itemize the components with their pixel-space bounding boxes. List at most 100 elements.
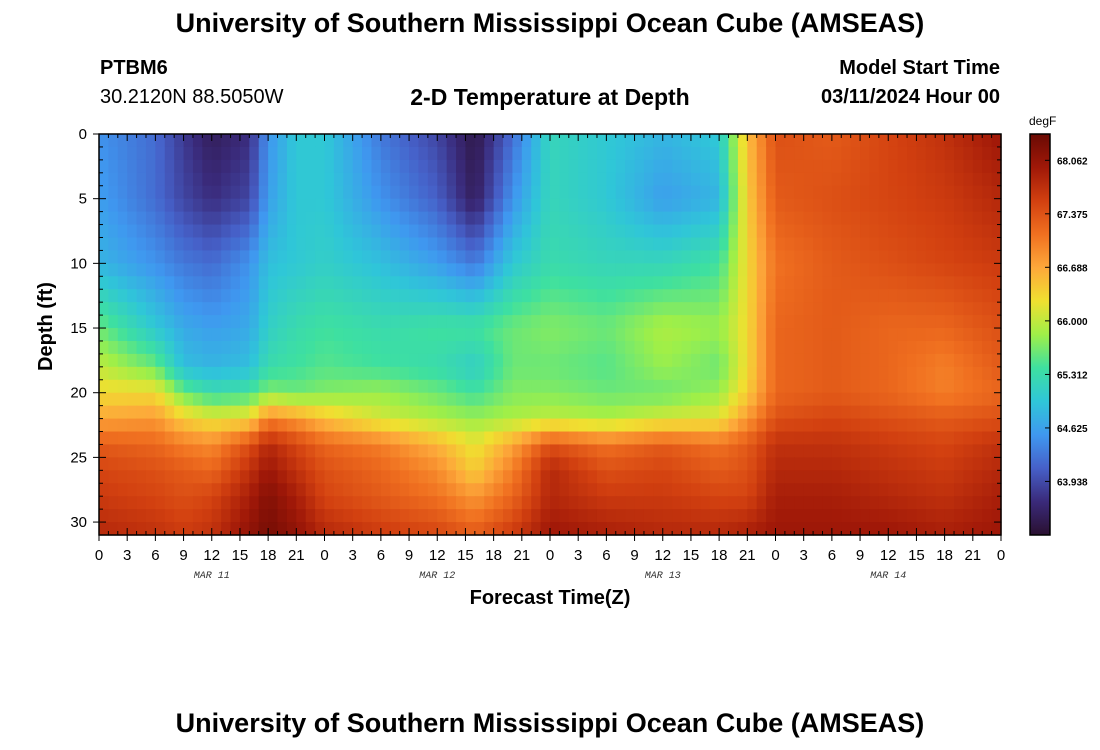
heatmap-cell: [775, 302, 786, 316]
heatmap-cell: [803, 444, 814, 458]
heatmap-cell: [484, 470, 495, 484]
x-tick-label: 18: [711, 547, 728, 564]
heatmap-cell: [991, 302, 1002, 316]
heatmap-cell: [850, 159, 861, 174]
heatmap-cell: [991, 237, 1002, 252]
heatmap-cell: [963, 237, 974, 252]
heatmap-cell: [690, 315, 701, 329]
heatmap-cell: [371, 379, 382, 394]
heatmap-cell: [371, 211, 382, 226]
heatmap-cell: [700, 276, 711, 290]
heatmap-cell: [559, 250, 570, 264]
heatmap-cell: [709, 134, 720, 148]
heatmap-cell: [766, 146, 777, 161]
heatmap-cell: [136, 263, 147, 277]
x-tick-label: 3: [800, 547, 808, 564]
heatmap-cell: [784, 237, 795, 252]
heatmap-cell: [456, 405, 467, 420]
heatmap-cell: [343, 328, 354, 342]
heatmap-cell: [333, 418, 344, 433]
heatmap-cell: [474, 302, 485, 316]
heatmap-cell: [465, 457, 476, 471]
heatmap-cell: [803, 315, 814, 329]
heatmap-cell: [531, 522, 542, 536]
heatmap-cell: [860, 522, 871, 536]
heatmap-cell: [211, 211, 222, 226]
heatmap-cell: [907, 159, 918, 174]
heatmap-cell: [587, 250, 598, 264]
heatmap-cell: [737, 340, 748, 355]
heatmap-cell: [333, 315, 344, 329]
heatmap-cell: [521, 405, 532, 420]
heatmap-cell: [258, 172, 269, 187]
heatmap-cell: [653, 444, 664, 458]
heatmap-cell: [437, 289, 448, 303]
heatmap-cell: [362, 276, 373, 290]
heatmap-cell: [286, 237, 297, 252]
heatmap-cell: [625, 366, 636, 381]
heatmap-cell: [634, 353, 645, 368]
heatmap-cell: [944, 263, 955, 277]
heatmap-cell: [878, 315, 889, 329]
heatmap-cell: [258, 263, 269, 277]
heatmap-cell: [493, 185, 504, 200]
heatmap-cell: [296, 185, 307, 200]
heatmap-cell: [268, 237, 279, 252]
heatmap-cell: [831, 159, 842, 174]
heatmap-cell: [991, 392, 1002, 407]
heatmap-cell: [944, 496, 955, 510]
heatmap-cell: [672, 392, 683, 407]
heatmap-cell: [352, 340, 363, 355]
heatmap-cell: [784, 211, 795, 226]
heatmap-cell: [352, 522, 363, 536]
heatmap-cell: [653, 340, 664, 355]
heatmap-cell: [662, 134, 673, 148]
heatmap-cell: [503, 250, 514, 264]
heatmap-cell: [916, 522, 927, 536]
heatmap-cell: [352, 470, 363, 484]
heatmap-cell: [99, 405, 109, 420]
heatmap-cell: [456, 328, 467, 342]
heatmap-cell: [737, 470, 748, 484]
heatmap-cell: [737, 457, 748, 471]
heatmap-cell: [719, 302, 730, 316]
heatmap-cell: [277, 509, 288, 523]
heatmap-cell: [690, 522, 701, 536]
heatmap-cell: [596, 315, 607, 329]
heatmap-cell: [437, 328, 448, 342]
heatmap-cell: [258, 340, 269, 355]
heatmap-cell: [324, 509, 335, 523]
heatmap-cell: [249, 224, 260, 239]
heatmap-cell: [456, 483, 467, 497]
heatmap-cell: [174, 237, 185, 252]
heatmap-cell: [869, 340, 880, 355]
heatmap-cell: [728, 134, 739, 148]
heatmap-cell: [643, 405, 654, 420]
heatmap-cell: [390, 237, 401, 252]
heatmap-cell: [972, 315, 983, 329]
heatmap-cell: [681, 405, 692, 420]
heatmap-cell: [99, 457, 109, 471]
heatmap-cell: [437, 522, 448, 536]
heatmap-cell: [521, 185, 532, 200]
heatmap-cell: [117, 134, 128, 148]
heatmap-cell: [521, 211, 532, 226]
heatmap-cell: [568, 340, 579, 355]
heatmap-cell: [775, 276, 786, 290]
heatmap-cell: [869, 198, 880, 213]
heatmap-cell: [531, 250, 542, 264]
heatmap-cell: [991, 172, 1002, 187]
heatmap-cell: [512, 237, 523, 252]
heatmap-cell: [286, 224, 297, 239]
heatmap-cell: [625, 224, 636, 239]
heatmap-cell: [286, 185, 297, 200]
heatmap-cell: [587, 418, 598, 433]
heatmap-cell: [596, 263, 607, 277]
heatmap-cell: [803, 379, 814, 394]
heatmap-cell: [268, 509, 279, 523]
heatmap-cell: [239, 134, 250, 148]
heatmap-cell: [183, 289, 194, 303]
heatmap-cell: [719, 185, 730, 200]
heatmap-cell: [521, 457, 532, 471]
heatmap-cell: [784, 340, 795, 355]
